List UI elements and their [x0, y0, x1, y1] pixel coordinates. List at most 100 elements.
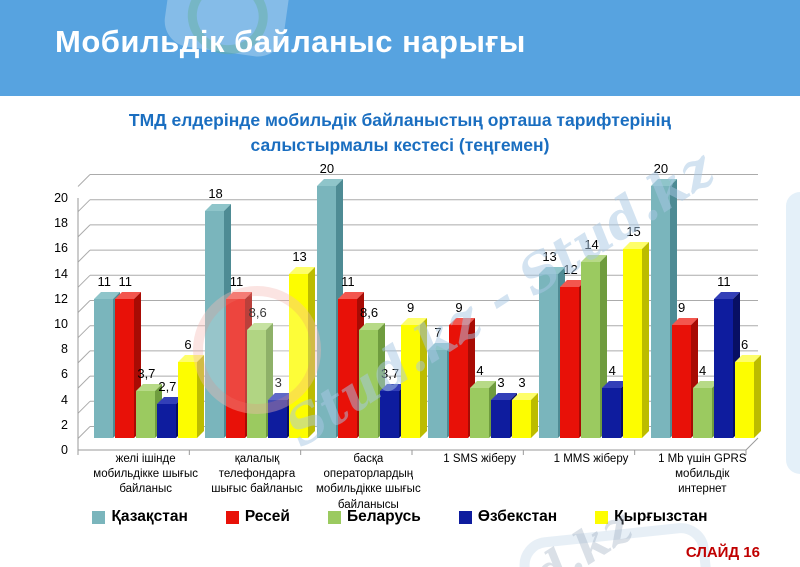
studkz-logo-watermark [786, 192, 800, 474]
bar-group: 13 12 14 4 15 [535, 186, 646, 438]
legend-item: Қазақстан [92, 508, 188, 526]
y-axis-tick-label: 0 [61, 443, 68, 457]
bar-Беларусь: 3,7 [136, 366, 155, 438]
header: Мобильдік байланыс нарығы [0, 0, 800, 96]
x-axis-labels: желі ішінде мобильдікке шығыс байланыс қа… [90, 452, 758, 513]
plot-area: 0 2 4 6 8 10 12 14 16 18 20 11 11 3,7 2,7 6 18 11 8,6 3 13 20… [54, 161, 759, 511]
bar-value-label: 13 [542, 249, 557, 265]
bar-value-label: 11 [341, 274, 355, 290]
bar-value-label: 6 [184, 337, 192, 353]
legend-item: Өзбекстан [458, 508, 558, 526]
bar-Өзбекстан: 4 [602, 363, 622, 438]
bar-value-label: 2,7 [158, 378, 177, 394]
y-axis-tick-label: 10 [54, 317, 68, 331]
bar-Беларусь: 4 [470, 363, 490, 438]
legend-item: Қырғызстан [595, 508, 708, 526]
bar-Ресей: 12 [560, 262, 580, 438]
legend-label: Қырғызстан [614, 508, 708, 525]
bar-value-label: 3 [518, 375, 526, 391]
x-axis-label: 1 Mb үшін GPRS мобильдік интернет [658, 453, 747, 496]
bar-Қырғызстан: 9 [400, 300, 420, 438]
bar-Өзбекстан: 11 [713, 274, 733, 438]
bar-value-label: 11 [717, 274, 731, 290]
bar-value-label: 11 [229, 274, 244, 290]
bar-value-label: 9 [677, 299, 686, 315]
bar-value-label: 8,6 [248, 304, 267, 320]
bar-value-label: 14 [584, 236, 599, 252]
bar-value-label: 15 [626, 224, 641, 239]
bar-Қырғызстан: 15 [623, 224, 643, 438]
bar-Қазақстан: 7 [428, 325, 448, 438]
legend-label: Қазақстан [111, 508, 188, 525]
bar-value-label: 20 [653, 161, 669, 176]
y-axis-tick-label: 2 [61, 417, 68, 432]
x-axis-label: 1 MMS жіберу [553, 453, 629, 465]
bar-group: 11 11 3,7 2,7 6 [90, 186, 201, 438]
y-axis-tick-label: 6 [61, 367, 68, 382]
bar-value-label: 3,7 [380, 366, 400, 382]
bar-value-label: 4 [476, 362, 484, 378]
legend-swatch [458, 510, 472, 524]
y-axis-tick-label: 8 [61, 342, 68, 357]
bar-group: 20 9 4 11 6 [647, 161, 758, 438]
bar-Қазақстан: 20 [650, 161, 670, 438]
bar-Ресей: 11 [337, 274, 357, 438]
bar-Ресей: 11 [115, 274, 135, 438]
y-axis-tick-label: 20 [54, 191, 68, 205]
bar-value-label: 20 [319, 161, 335, 176]
bar-value-label: 7 [434, 324, 442, 340]
legend-swatch [92, 510, 106, 524]
bar-Ресей: 11 [226, 274, 246, 438]
legend-label: Өзбекстан [477, 508, 558, 525]
bar-value-label: 12 [563, 261, 578, 277]
x-axis-label: басқа операторлардың мобильдікке шығыс б… [315, 453, 421, 511]
legend-swatch [327, 510, 341, 524]
y-axis-tick-label: 18 [54, 216, 68, 231]
bar-Беларусь: 8,6 [247, 305, 267, 438]
y-axis-tick-label: 12 [54, 291, 68, 306]
x-axis-label: 1 SMS жіберу [443, 453, 517, 465]
x-axis-label: қалалық телефондарға шығыс байланыс [211, 453, 303, 496]
slide-number: СЛАЙД 16 [685, 544, 760, 561]
bar-Өзбекстан: 2,7 [157, 379, 176, 438]
legend-item: Ресей [225, 508, 290, 526]
legend-item: Беларусь [327, 508, 421, 526]
bar-value-label: 6 [740, 337, 749, 353]
bar-Қырғызстан: 3 [512, 375, 532, 438]
bar-Қазақстан: 11 [94, 274, 114, 438]
bar-value-label: 3 [497, 375, 505, 391]
bar-Қырғызстан: 6 [734, 337, 754, 438]
y-axis-tick-label: 16 [54, 241, 68, 256]
bar-Ресей: 9 [449, 300, 469, 438]
bar-Қазақстан: 13 [539, 249, 559, 438]
bar-value-label: 9 [455, 299, 463, 315]
bar-value-label: 9 [406, 299, 415, 315]
bar-value-label: 13 [292, 249, 307, 265]
bar-value-label: 11 [118, 274, 132, 290]
legend-label: Беларусь [346, 508, 421, 525]
bar-Қазақстан: 18 [205, 186, 225, 438]
bar-Беларусь: 4 [692, 363, 712, 438]
bar-Ресей: 9 [671, 300, 691, 438]
bar-value-label: 3 [274, 375, 282, 391]
bar-group: 20 11 8,6 3,7 9 [313, 161, 424, 438]
y-axis-tick-label: 4 [61, 392, 68, 407]
bar-Қазақстан: 20 [316, 161, 336, 438]
bar-Өзбекстан: 3 [491, 375, 511, 438]
legend-label: Ресей [244, 508, 290, 525]
x-axis-label: желі ішінде мобильдікке шығыс байланыс [93, 453, 199, 496]
bar-Қырғызстан: 6 [178, 337, 198, 438]
bar-Беларусь: 14 [581, 237, 601, 438]
bar-groups: 11 11 3,7 2,7 6 18 11 8,6 3 13 20 11 8,6 3,7 9 7 9 4 3 3 13 1… [90, 161, 758, 438]
bar-Қырғызстан: 13 [289, 249, 309, 438]
y-axis-tick-label: 14 [54, 266, 68, 281]
bar-Өзбекстан: 3,7 [379, 366, 399, 438]
bar-Беларусь: 8,6 [358, 305, 378, 438]
legend-swatch [225, 510, 239, 524]
chart-legend: Қазақстан Ресей Беларусь Өзбекстан Қырғызста… [0, 508, 800, 526]
bar-value-label: 4 [698, 362, 707, 378]
chart-subtitle: ТМД елдерінде мобильдік байланыстың орта… [128, 110, 672, 155]
bar-Өзбекстан: 3 [268, 375, 288, 438]
